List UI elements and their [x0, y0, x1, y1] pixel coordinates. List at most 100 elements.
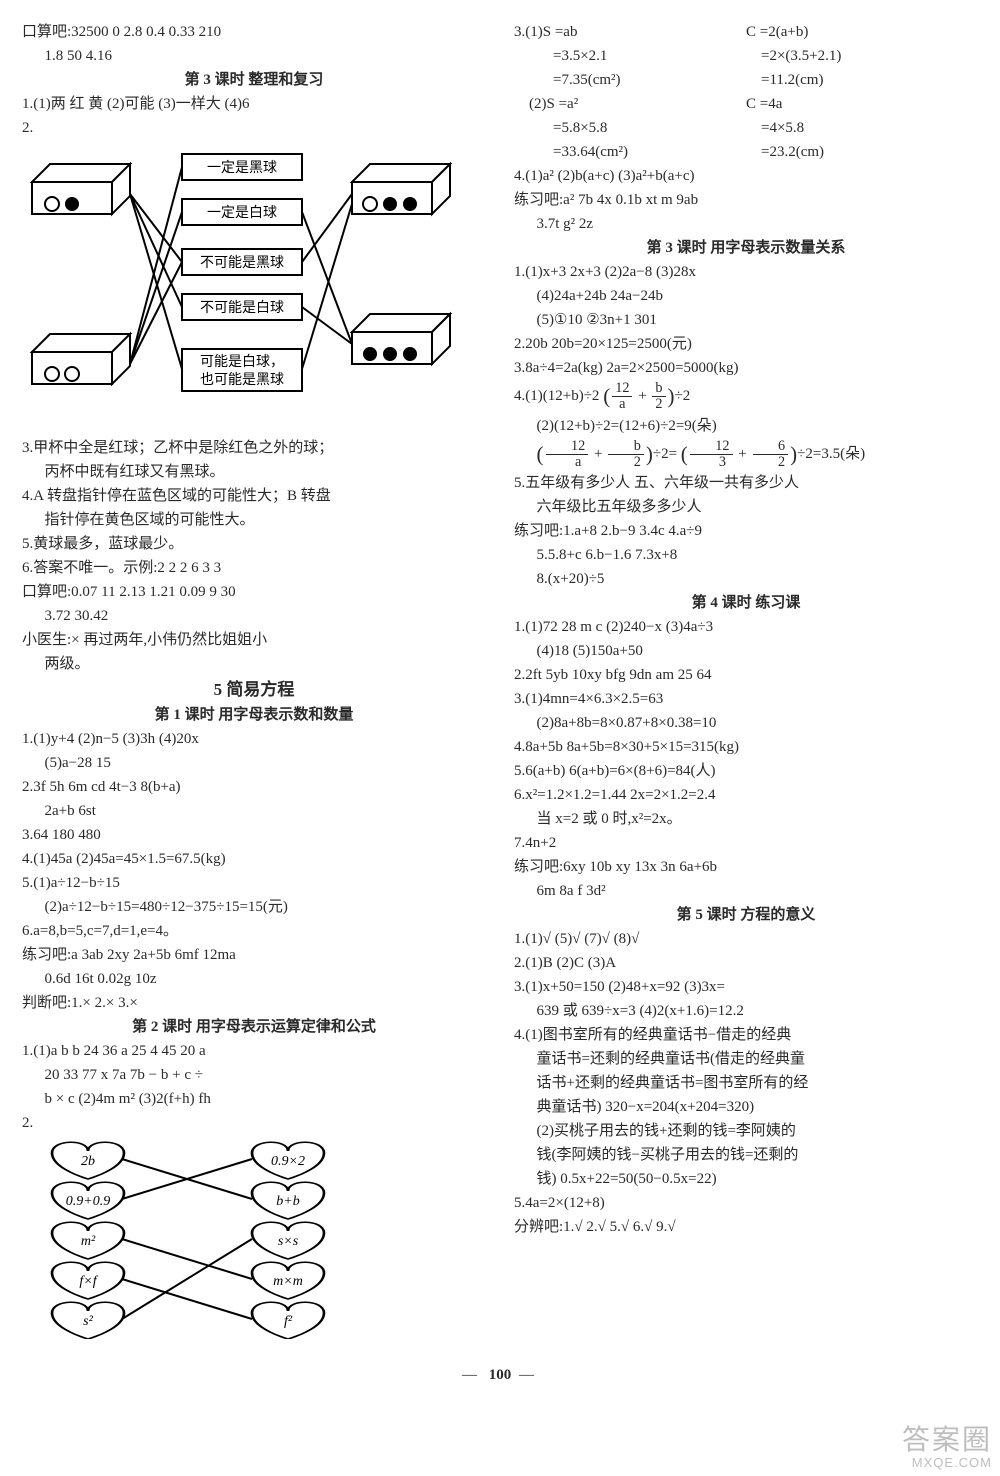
text: 7.4n+2: [514, 831, 978, 855]
text: 2.3f 5h 6m cd 4t−3 8(b+a): [22, 775, 486, 799]
text: 3.(1)4mn=4×6.3×2.5=63: [514, 687, 978, 711]
text: 1.(1)a b b 24 36 a 25 4 45 20 a: [22, 1039, 486, 1063]
text: 练习吧:a² 7b 4x 0.1b xt m 9ab: [514, 188, 978, 212]
svg-text:一定是黑球: 一定是黑球: [207, 160, 277, 176]
svg-text:m×m: m×m: [273, 1274, 303, 1289]
text: 4.(1)a² (2)b(a+c) (3)a²+b(a+c): [514, 164, 978, 188]
text: 3.(1)x+50=150 (2)48+x=92 (3)3x=: [514, 975, 978, 999]
text: 1.(1)y+4 (2)n−5 (3)3h (4)20x: [22, 727, 486, 751]
text: 口算吧:32500 0 2.8 0.4 0.33 210: [22, 24, 221, 40]
svg-text:f²: f²: [284, 1314, 293, 1329]
text: 5.6(a+b) 6(a+b)=6×(8+6)=84(人): [514, 759, 978, 783]
lesson-4-title: 第 4 课时 练习课: [514, 591, 978, 615]
text: 小医生:× 再过两年,小伟仍然比姐姐小: [22, 628, 486, 652]
chapter-5-title: 5 简易方程: [22, 676, 486, 703]
text: 1.8 50 4.16: [45, 48, 113, 64]
text: 分辨吧:1.√ 2.√ 5.√ 6.√ 9.√: [514, 1215, 978, 1239]
svg-text:也可能是黑球: 也可能是黑球: [200, 372, 284, 388]
text: 4.A 转盘指针停在蓝色区域的可能性大；B 转盘: [22, 484, 486, 508]
text: b × c (2)4m m² (3)2(f+h) fh: [22, 1087, 486, 1111]
text: (2)(12+b)÷2=(12+6)÷2=9(朵): [514, 414, 978, 438]
text: 练习吧:1.a+8 2.b−9 3.4c 4.a÷9: [514, 519, 978, 543]
text: 2.20b 20b=20×125=2500(元): [514, 332, 978, 356]
svg-text:0.9×2: 0.9×2: [271, 1154, 305, 1169]
text: 1.(1)72 28 m c (2)240−x (3)4a÷3: [514, 615, 978, 639]
text: (5)①10 ②3n+1 301: [514, 308, 978, 332]
text: 童话书=还剩的经典童话书(借走的经典童: [514, 1047, 978, 1071]
text: 6m 8a f 3d²: [514, 879, 978, 903]
text: 0.6d 16t 0.02g 10z: [22, 967, 486, 991]
text: (5)a−28 15: [22, 751, 486, 775]
text: 丙杯中既有红球又有黑球。: [22, 460, 486, 484]
watermark: 答案圈 MXQE.COM: [902, 1425, 992, 1470]
text: 1.(1)√ (5)√ (7)√ (8)√: [514, 927, 978, 951]
matching-diagram-hearts: 2b 0.9+0.9 m² f×f s² 0.9×2 b+b s×s m×m f…: [22, 1139, 486, 1347]
text: 3.8a÷4=2a(kg) 2a=2×2500=5000(kg): [514, 356, 978, 380]
text: 5.4a=2×(12+8): [514, 1191, 978, 1215]
text: 1.(1)两 红 黄 (2)可能 (3)一样大 (4)6: [22, 92, 486, 116]
svg-text:一定是白球: 一定是白球: [207, 205, 277, 221]
text: 两级。: [22, 652, 486, 676]
text: 2a+b 6st: [22, 799, 486, 823]
text: 2.: [22, 116, 486, 140]
text: 3.72 30.42: [22, 604, 486, 628]
svg-text:可能是白球，: 可能是白球，: [200, 354, 284, 370]
text: 6.x²=1.2×1.2=1.44 2x=2×1.2=2.4: [514, 783, 978, 807]
text: 当 x=2 或 0 时,x²=2x。: [514, 807, 978, 831]
lesson-3-title-r: 第 3 课时 用字母表示数量关系: [514, 236, 978, 260]
text: 6.答案不唯一。示例:2 2 2 6 3 3: [22, 556, 486, 580]
text: (2)买桃子用去的钱+还剩的钱=李阿姨的: [514, 1119, 978, 1143]
formula-block: 3.(1)S =abC =2(a+b) =3.5×2.1 =2×(3.5+2.1…: [514, 20, 978, 164]
text: 钱(李阿姨的钱−买桃子用去的钱=还剩的: [514, 1143, 978, 1167]
svg-text:f×f: f×f: [79, 1274, 98, 1289]
text: 口算吧:0.07 11 2.13 1.21 0.09 9 30: [22, 580, 486, 604]
lesson-1-title: 第 1 课时 用字母表示数和数量: [22, 703, 486, 727]
text: 六年级比五年级多多少人: [514, 495, 978, 519]
text: 2.: [22, 1111, 486, 1135]
text: 5.五年级有多少人 五、六年级一共有多少人: [514, 471, 978, 495]
text: 3.7t g² 2z: [514, 212, 978, 236]
text: 指针停在黄色区域的可能性大。: [22, 508, 486, 532]
svg-text:b+b: b+b: [276, 1194, 299, 1209]
text: 3.甲杯中全是红球；乙杯中是除红色之外的球；: [22, 436, 486, 460]
text: 5.5.8+c 6.b−1.6 7.3x+8: [514, 543, 978, 567]
text: 3.64 180 480: [22, 823, 486, 847]
text: 5.(1)a÷12−b÷15: [22, 871, 486, 895]
text: 判断吧:1.× 2.× 3.×: [22, 991, 486, 1015]
text: 4.8a+5b 8a+5b=8×30+5×15=315(kg): [514, 735, 978, 759]
text: 639 或 639÷x=3 (4)2(x+1.6)=12.2: [514, 999, 978, 1023]
text: 练习吧:6xy 10b xy 13x 3n 6a+6b: [514, 855, 978, 879]
text: (12a + b2)÷2= (123 + 62)÷2=3.5(朵): [514, 438, 978, 472]
text: 1.(1)x+3 2x+3 (2)2a−8 (3)28x: [514, 260, 978, 284]
text: (2)8a+8b=8×0.87+8×0.38=10: [514, 711, 978, 735]
lesson-2-title: 第 2 课时 用字母表示运算定律和公式: [22, 1015, 486, 1039]
lesson-5-title: 第 5 课时 方程的意义: [514, 903, 978, 927]
text: 5.黄球最多，蓝球最少。: [22, 532, 486, 556]
text: 8.(x+20)÷5: [514, 567, 978, 591]
matching-diagram-balls: 一定是黑球 一定是白球 不可能是黑球 不可能是白球 可能是白球， 也可能是黑球: [22, 144, 486, 432]
svg-text:2b: 2b: [81, 1154, 95, 1169]
text: 6.a=8,b=5,c=7,d=1,e=4。: [22, 919, 486, 943]
text: (2)a÷12−b÷15=480÷12−375÷15=15(元): [22, 895, 486, 919]
text: 4.(1)(12+b)÷2 (12a + b2)÷2: [514, 380, 978, 414]
text: 4.(1)图书室所有的经典童话书−借走的经典: [514, 1023, 978, 1047]
svg-text:s²: s²: [83, 1314, 93, 1329]
svg-text:0.9+0.9: 0.9+0.9: [66, 1194, 110, 1209]
svg-text:不可能是黑球: 不可能是黑球: [200, 255, 284, 271]
svg-text:s×s: s×s: [278, 1234, 299, 1249]
text: (4)24a+24b 24a−24b: [514, 284, 978, 308]
text: 话书+还剩的经典童话书=图书室所有的经: [514, 1071, 978, 1095]
lesson-3-title: 第 3 课时 整理和复习: [22, 68, 486, 92]
text: 钱) 0.5x+22=50(50−0.5x=22): [514, 1167, 978, 1191]
page-footer: — 100 —: [22, 1363, 978, 1387]
text: 典童话书) 320−x=204(x+204=320): [514, 1095, 978, 1119]
svg-text:m²: m²: [81, 1234, 96, 1249]
text: 2.2ft 5yb 10xy bfg 9dn am 25 64: [514, 663, 978, 687]
text: (4)18 (5)150a+50: [514, 639, 978, 663]
page-number: 100: [489, 1367, 512, 1383]
text: 20 33 77 x 7a 7b − b + c ÷: [22, 1063, 486, 1087]
text: 2.(1)B (2)C (3)A: [514, 951, 978, 975]
svg-text:不可能是白球: 不可能是白球: [200, 300, 284, 316]
text: 4.(1)45a (2)45a=45×1.5=67.5(kg): [22, 847, 486, 871]
text: 练习吧:a 3ab 2xy 2a+5b 6mf 12ma: [22, 943, 486, 967]
